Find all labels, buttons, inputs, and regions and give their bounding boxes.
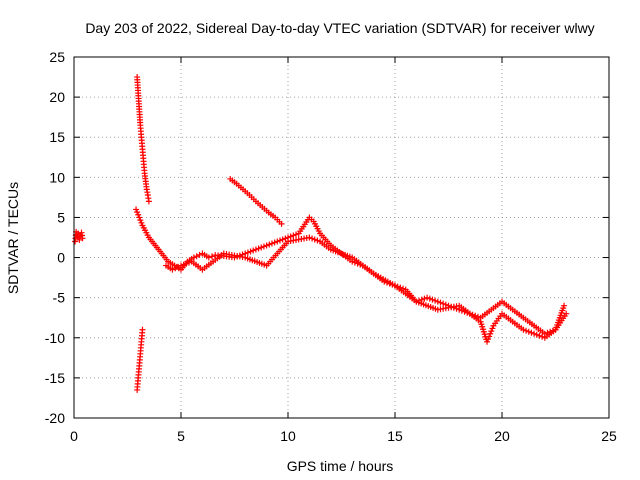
- trace-marker: [279, 236, 286, 243]
- trace-marker: [536, 332, 543, 339]
- data-point: [190, 254, 197, 261]
- x-tick-label: 15: [387, 428, 403, 444]
- trace-marker: [183, 260, 190, 267]
- trace-marker: [258, 244, 265, 251]
- trace-marker: [440, 300, 447, 307]
- trace-marker: [485, 336, 492, 343]
- y-tick-label: -5: [53, 290, 66, 306]
- axis-ticks: [73, 56, 610, 419]
- trace-marker: [260, 243, 267, 250]
- trace-marker: [193, 253, 200, 260]
- data-point: [434, 298, 441, 305]
- y-tick-label: 0: [57, 250, 65, 266]
- trace-marker: [282, 235, 289, 242]
- trace-marker: [309, 235, 316, 242]
- x-tick-label: 5: [177, 428, 185, 444]
- trace-marker: [293, 231, 300, 238]
- data-point: [274, 238, 281, 245]
- trace-marker: [489, 325, 496, 332]
- trace-marker: [487, 330, 494, 337]
- y-tick-label: 10: [49, 169, 65, 185]
- data-point: [263, 242, 270, 249]
- data-point: [79, 235, 86, 242]
- data-point: [531, 330, 538, 337]
- trace-marker: [525, 328, 532, 335]
- y-tick-label: -10: [45, 330, 65, 346]
- x-tick-labels: 0 5 10 15 20 25: [70, 428, 617, 444]
- y-tick-labels: -20 -15 -10 -5 0 5 10 15 20 25: [45, 49, 65, 426]
- trace-marker: [266, 241, 273, 248]
- trace-marker: [247, 248, 254, 255]
- trace-marker: [137, 217, 144, 224]
- data-point: [484, 338, 491, 345]
- data-point: [563, 310, 570, 317]
- trace-marker: [135, 211, 142, 218]
- y-tick-label: 20: [49, 89, 65, 105]
- trace-marker: [276, 237, 283, 244]
- trace-marker: [429, 296, 436, 303]
- x-tick-label: 25: [601, 428, 617, 444]
- y-tick-label: -15: [45, 370, 65, 386]
- trace-marker: [523, 327, 530, 334]
- x-tick-label: 20: [494, 428, 510, 444]
- data-point: [169, 266, 176, 273]
- trace-marker: [175, 263, 182, 270]
- trace-marker: [255, 245, 262, 252]
- data-point: [76, 236, 83, 243]
- trace-marker: [311, 236, 318, 243]
- y-axis-label: SDTVAR / TECUs: [5, 182, 21, 294]
- plot-frame: [73, 56, 610, 419]
- chart-title: Day 203 of 2022, Sidereal Day-to-day VTE…: [85, 20, 594, 36]
- trace-marker: [138, 219, 145, 226]
- data-point: [278, 220, 285, 227]
- data-point: [139, 326, 146, 333]
- data-point: [178, 262, 184, 269]
- grid-lines: [74, 57, 609, 418]
- trace-marker: [421, 295, 428, 302]
- trace-marker: [437, 299, 444, 306]
- trace-marker: [533, 331, 540, 338]
- data-points: [72, 74, 570, 393]
- y-tick-label: -20: [45, 410, 65, 426]
- y-tick-label: 15: [49, 129, 65, 145]
- trace-marker: [186, 259, 193, 266]
- y-tick-label: 5: [57, 209, 65, 225]
- trace-marker: [209, 253, 216, 260]
- data-point: [306, 234, 313, 241]
- trace-marker: [136, 214, 143, 221]
- trace-marker: [180, 261, 187, 268]
- trace-marker: [271, 239, 278, 246]
- trace-marker: [290, 232, 297, 239]
- y-tick-label: 25: [49, 49, 65, 65]
- trace-marker: [250, 247, 257, 254]
- trace-marker: [244, 249, 251, 256]
- trace-marker: [134, 209, 141, 216]
- trace-marker: [426, 295, 433, 302]
- data-point: [424, 294, 431, 301]
- x-tick-label: 0: [70, 428, 78, 444]
- trace-marker: [486, 333, 493, 340]
- x-axis-label: GPS time / hours: [287, 458, 394, 474]
- data-point: [133, 206, 140, 213]
- x-tick-label: 10: [280, 428, 296, 444]
- trace-marker: [172, 265, 179, 272]
- trace-marker: [268, 240, 275, 247]
- data-point: [520, 326, 527, 333]
- data-point: [561, 302, 568, 309]
- trace-marker: [539, 333, 546, 340]
- trace-marker: [528, 329, 535, 336]
- data-point: [205, 254, 212, 261]
- data-point: [252, 246, 259, 253]
- trace-marker: [432, 297, 439, 304]
- trace-marker: [488, 328, 495, 335]
- data-point: [145, 198, 152, 205]
- trace-marker: [314, 237, 321, 244]
